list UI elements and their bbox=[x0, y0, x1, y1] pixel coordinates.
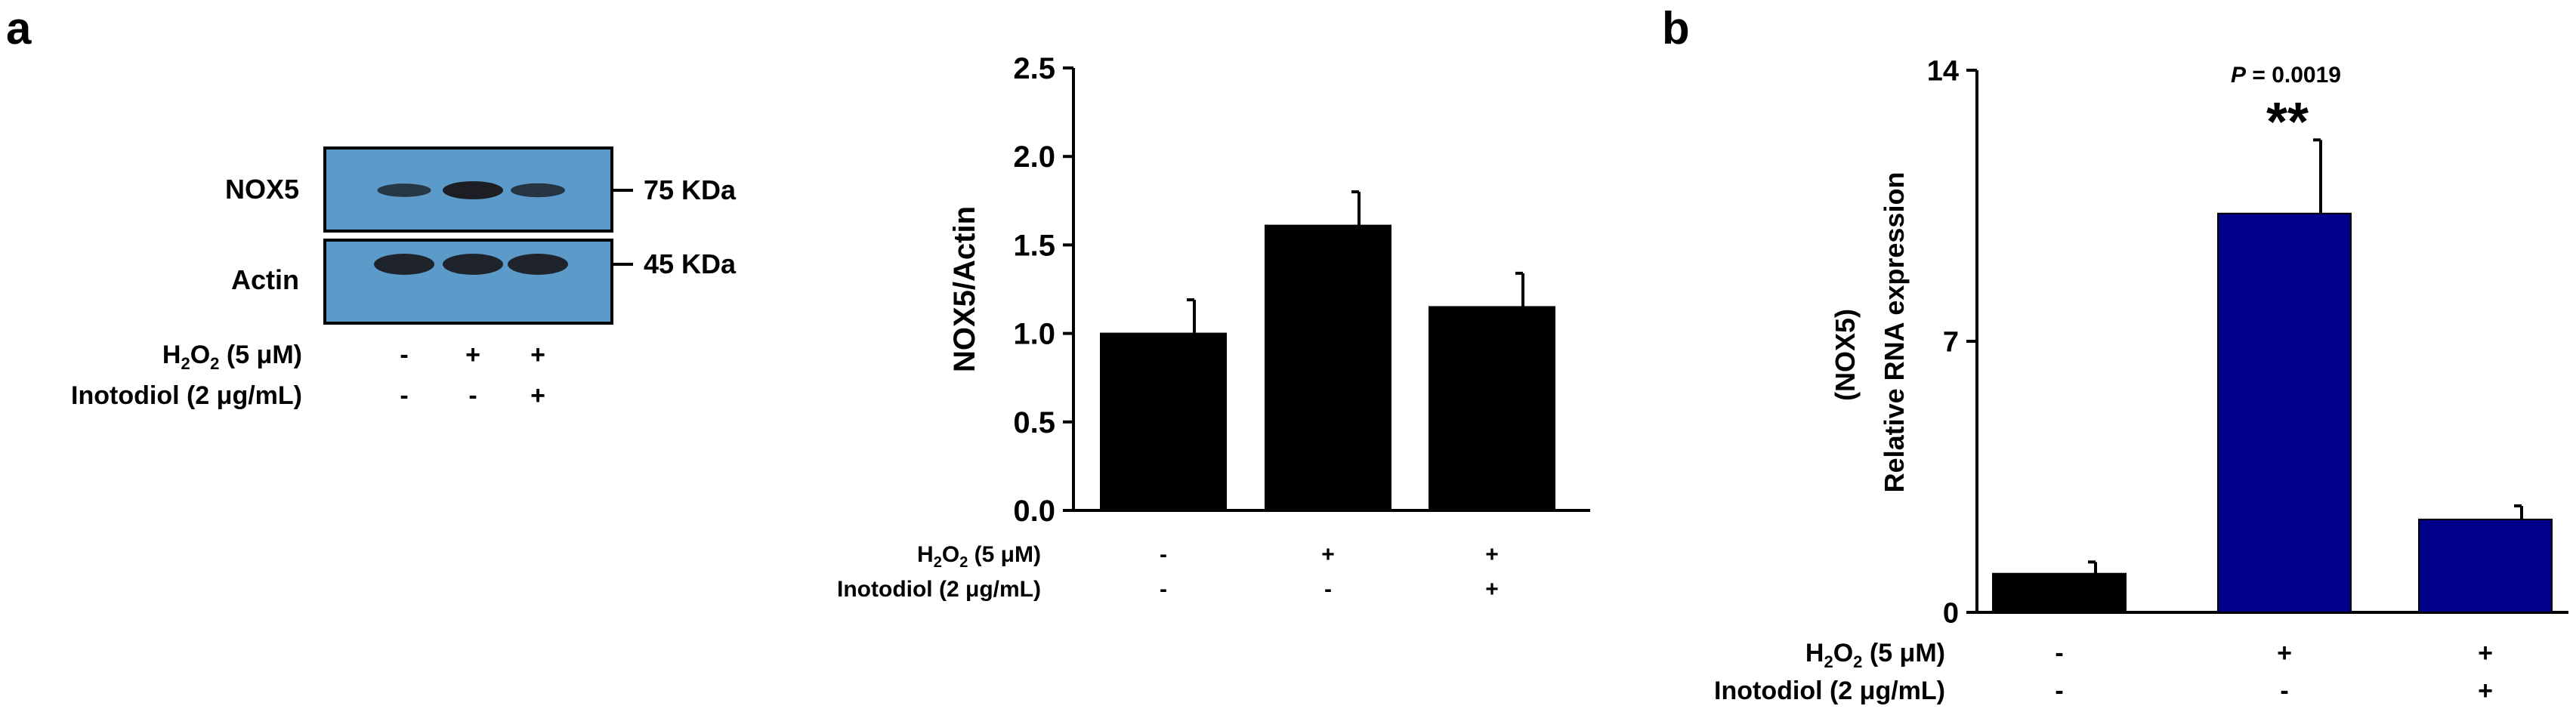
h2o2-h: H bbox=[162, 341, 181, 369]
h2o2-sub2: 2 bbox=[210, 354, 219, 373]
chart-b-sign-row1-bar3: + bbox=[2478, 639, 2493, 667]
h2o2-o: O bbox=[190, 341, 210, 369]
chart-b-sign-row2-bar2: - bbox=[2280, 677, 2288, 705]
panel-letter-a: a bbox=[6, 3, 32, 54]
blot-condition-inotodiol-label: Inotodiol (2 μg/mL) bbox=[71, 381, 302, 410]
blot-condition-h2o2-label: H2O2 (5 μM) bbox=[162, 341, 302, 373]
b-h2o2-h: H bbox=[1805, 639, 1824, 667]
actin-band-lane-3 bbox=[508, 254, 568, 275]
chart-a-sign-row2-bar3: + bbox=[1485, 577, 1499, 602]
nox5-band-lane-1 bbox=[377, 183, 431, 197]
chart-a: 0.00.51.01.52.02.5 NOX5/Actin H2O2 (5 μM… bbox=[837, 52, 1590, 602]
panel-letter-b: b bbox=[1662, 3, 1690, 54]
chart-b-sign-row1-bar2: + bbox=[2277, 639, 2292, 667]
chart-a-sign-row1-bar2: + bbox=[1321, 542, 1335, 567]
chart-b-bar-1 bbox=[1992, 572, 2127, 614]
blot-membrane-actin bbox=[323, 239, 613, 325]
chart-a-sign-row2-bar2: - bbox=[1324, 577, 1332, 602]
chart-b-condition-signs: - + + - - + bbox=[2055, 639, 2493, 705]
chart-a-ytick-label-2: 1.0 bbox=[1013, 318, 1055, 351]
blot-condition-signs: - + + - - + bbox=[400, 341, 545, 410]
chart-b-sign-row1-bar1: - bbox=[2055, 639, 2063, 667]
chart-b-y-ticks: 0 7 14 bbox=[1927, 55, 1977, 629]
marker-label-45: 45 KDa bbox=[644, 248, 737, 279]
blot-sign-row2-lane3: + bbox=[530, 381, 545, 410]
chart-a-sign-row2-bar1: - bbox=[1160, 577, 1167, 602]
nox5-band-lane-3 bbox=[511, 183, 565, 198]
chart-a-bar-3 bbox=[1429, 306, 1555, 511]
chart-b-significance-stars: ** bbox=[2266, 92, 2309, 153]
actin-band-lane-2 bbox=[443, 254, 503, 275]
b-h2o2-o: O bbox=[1833, 639, 1853, 667]
chart-b-ytick-label-0: 0 bbox=[1943, 597, 1959, 629]
chart-b-sign-row2-bar3: + bbox=[2478, 677, 2493, 705]
chart-a-y-ticks: 0.0 0.5 1.0 1.5 2.0 2.5 bbox=[1013, 52, 1073, 528]
blot-sign-row2-lane2: - bbox=[468, 381, 477, 410]
chart-b-bar-2 bbox=[2217, 212, 2352, 613]
membrane-actin bbox=[323, 239, 613, 325]
chart-b-sign-row2-bar1: - bbox=[2055, 677, 2063, 705]
chart-b-condition-h2o2-label: H2O2 (5 μM) bbox=[1805, 639, 1945, 671]
a-h2o2-rest: (5 μM) bbox=[968, 542, 1041, 567]
b-h2o2-sub2: 2 bbox=[1853, 652, 1862, 671]
b-h2o2-sub1: 2 bbox=[1824, 652, 1833, 671]
h2o2-rest: (5 μM) bbox=[219, 341, 302, 369]
p-letter: P bbox=[2231, 63, 2247, 88]
blot-row-label-actin: Actin bbox=[231, 264, 299, 295]
chart-a-bars bbox=[1100, 190, 1555, 511]
blot-sign-row1-lane1: - bbox=[400, 341, 408, 369]
chart-a-y-label: NOX5/Actin bbox=[948, 206, 981, 372]
chart-a-sign-row1-bar1: - bbox=[1160, 542, 1167, 567]
blot-bands bbox=[374, 181, 568, 275]
chart-a-ytick-label-3: 1.5 bbox=[1013, 229, 1055, 262]
chart-b-y-label-line2: Relative RNA expression bbox=[1879, 172, 1910, 493]
blot-sign-row1-lane2: + bbox=[465, 341, 480, 369]
chart-a-bar-2 bbox=[1265, 224, 1391, 511]
chart-b-y-label-line1: (NOX5) bbox=[1830, 309, 1861, 401]
blot-row-label-nox5: NOX5 bbox=[225, 174, 299, 205]
a-h2o2-o: O bbox=[942, 542, 959, 567]
blot-sign-row2-lane1: - bbox=[400, 381, 408, 410]
marker-label-75: 75 KDa bbox=[644, 174, 737, 205]
a-h2o2-sub1: 2 bbox=[934, 554, 942, 571]
chart-b: 0 7 14 (NOX5) Relative RNA expression P = … bbox=[1714, 55, 2568, 705]
chart-a-bar-1 bbox=[1100, 332, 1227, 511]
b-h2o2-rest: (5 μM) bbox=[1862, 639, 1945, 667]
blot-sign-row1-lane3: + bbox=[530, 341, 545, 369]
chart-a-condition-inotodiol-label: Inotodiol (2 μg/mL) bbox=[837, 577, 1041, 602]
chart-a-ytick-label-1: 0.5 bbox=[1013, 406, 1055, 439]
actin-band-lane-1 bbox=[374, 254, 434, 275]
p-value: = 0.0019 bbox=[2246, 63, 2341, 88]
chart-b-bars bbox=[1992, 138, 2553, 614]
h2o2-sub1: 2 bbox=[181, 354, 190, 373]
nox5-band-lane-2 bbox=[443, 181, 503, 199]
chart-a-condition-signs: - + + - - + bbox=[1160, 542, 1499, 602]
chart-a-sign-row1-bar3: + bbox=[1485, 542, 1499, 567]
chart-a-ytick-label-5: 2.5 bbox=[1013, 52, 1055, 85]
a-h2o2-h: H bbox=[917, 542, 934, 567]
a-h2o2-sub2: 2 bbox=[959, 554, 968, 571]
chart-a-ytick-label-4: 2.0 bbox=[1013, 140, 1055, 174]
chart-a-condition-h2o2-label: H2O2 (5 μM) bbox=[917, 542, 1041, 571]
chart-a-ytick-label-0: 0.0 bbox=[1013, 495, 1055, 528]
chart-b-condition-inotodiol-label: Inotodiol (2 μg/mL) bbox=[1714, 677, 1945, 705]
western-blot: NOX5 Actin 75 KDa 45 KDa H2O2 (5 μM) Ino… bbox=[71, 146, 737, 410]
chart-b-p-value: P = 0.0019 bbox=[2231, 63, 2341, 88]
chart-b-bar-3 bbox=[2418, 518, 2553, 614]
chart-b-ytick-label-2: 14 bbox=[1927, 55, 1959, 87]
chart-b-ytick-label-1: 7 bbox=[1943, 326, 1959, 358]
